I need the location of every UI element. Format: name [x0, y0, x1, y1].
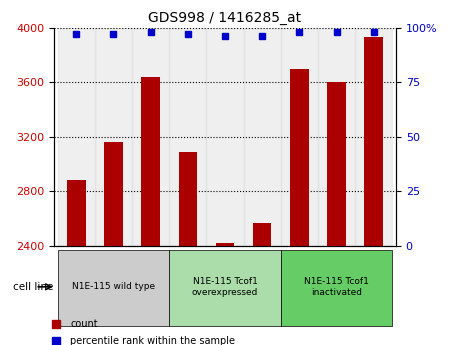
FancyBboxPatch shape [281, 250, 392, 326]
Bar [281, 28, 318, 246]
Bar [58, 28, 95, 246]
Text: N1E-115 wild type: N1E-115 wild type [72, 282, 155, 291]
Bar [132, 28, 169, 246]
Text: percentile rank within the sample: percentile rank within the sample [70, 336, 235, 345]
Bar [290, 69, 309, 246]
Bar [104, 142, 123, 246]
Bar [141, 77, 160, 246]
Text: N1E-115 Tcof1
inactivated: N1E-115 Tcof1 inactivated [304, 277, 369, 296]
Bar [179, 152, 197, 246]
Bar [327, 82, 346, 246]
Bar [216, 243, 234, 246]
Title: GDS998 / 1416285_at: GDS998 / 1416285_at [148, 11, 302, 25]
Bar [364, 37, 383, 246]
FancyBboxPatch shape [169, 250, 281, 326]
Text: N1E-115 Tcof1
overexpressed: N1E-115 Tcof1 overexpressed [192, 277, 258, 296]
Text: count: count [70, 319, 98, 329]
FancyBboxPatch shape [58, 250, 169, 326]
Bar [318, 28, 355, 246]
Bar [243, 28, 281, 246]
Bar [253, 223, 271, 246]
Bar [169, 28, 207, 246]
Text: cell line: cell line [13, 282, 53, 292]
Bar [207, 28, 243, 246]
Bar [95, 28, 132, 246]
Bar [67, 180, 86, 246]
Bar [355, 28, 392, 246]
